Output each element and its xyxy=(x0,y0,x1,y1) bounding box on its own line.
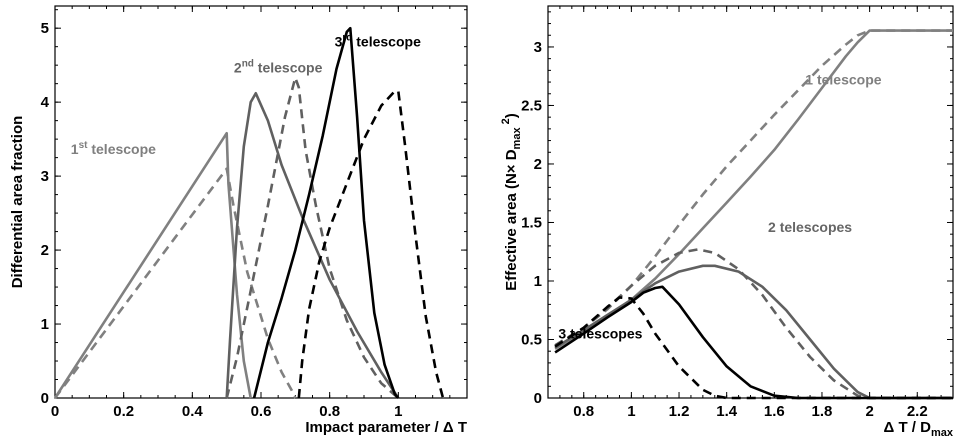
y-axis-title: Effective area (N× Dmax 2) xyxy=(500,113,523,291)
x-tick-label: 0 xyxy=(51,403,59,420)
annotation-superscript: rd xyxy=(342,33,352,44)
annotation-suffix: telescope xyxy=(87,141,156,157)
x-tick-label: 1 xyxy=(627,403,635,420)
x-tick-label: 2 xyxy=(865,403,873,420)
x-tick-label: 1 xyxy=(394,403,402,420)
series-line-5-solid xyxy=(252,26,400,399)
x-tick-label: 1.2 xyxy=(669,403,690,420)
series-annotation: 3 telescopes xyxy=(558,325,642,341)
x-tick-label: 0.2 xyxy=(113,403,134,420)
y-tick-label: 2 xyxy=(534,156,542,173)
y-tick-label: 3 xyxy=(534,39,542,56)
series-line-2-dashed xyxy=(554,29,953,347)
annotation-superscript: st xyxy=(79,140,89,151)
x-tick-label: 1.4 xyxy=(716,403,738,420)
x-tick-label: 0.8 xyxy=(573,403,594,420)
series-annotation: 1st telescope xyxy=(71,140,156,157)
annotation-number: 1 xyxy=(71,141,79,157)
annotation-superscript: nd xyxy=(242,59,254,70)
x-tick-label: 1.8 xyxy=(812,403,833,420)
annotation-suffix: telescope xyxy=(352,34,421,50)
series-annotation: 2 telescopes xyxy=(768,219,852,235)
annotation-suffix: telescope xyxy=(254,60,323,76)
y-axis-title: Differential area fraction xyxy=(9,116,26,289)
series-line-3-solid xyxy=(225,92,400,399)
y-tick-label: 1 xyxy=(41,316,49,333)
y-tick-label: 5 xyxy=(41,20,49,37)
y-tick-label: 3 xyxy=(41,168,49,185)
series-line-3-solid xyxy=(554,264,953,400)
y-tick-label: 4 xyxy=(41,94,50,111)
series-line-5-solid xyxy=(554,285,953,400)
series-line-6-dashed xyxy=(297,89,445,399)
annotation-number: 2 xyxy=(234,60,242,76)
series-annotation: 1 telescope xyxy=(805,71,881,87)
series-line-6-dashed xyxy=(554,296,953,400)
y-tick-label: 0 xyxy=(41,390,49,407)
x-tick-label: 0.6 xyxy=(251,403,272,420)
x-axis-title: Impact parameter / Δ T xyxy=(305,419,467,436)
series-line-4-dashed xyxy=(554,248,953,400)
y-tick-label: 2 xyxy=(41,242,49,259)
x-tick-label: 1.6 xyxy=(764,403,785,420)
series-line-1-solid xyxy=(53,131,252,399)
x-tick-label: 2.2 xyxy=(907,403,928,420)
y-tick-label: 2.5 xyxy=(521,97,542,114)
y-tick-label: 1 xyxy=(534,273,542,290)
x-tick-label: 0.4 xyxy=(182,403,204,420)
y-tick-label: 1.5 xyxy=(521,214,542,231)
y-tick-label: 0 xyxy=(534,390,542,407)
series-annotation: 2nd telescope xyxy=(234,59,323,76)
annotation-number: 3 xyxy=(335,34,343,50)
series-annotation: 3rd telescope xyxy=(335,33,421,50)
series-line-2-dashed xyxy=(53,167,297,399)
x-axis-title: Δ T / Dmax xyxy=(884,419,954,439)
series-line-4-dashed xyxy=(225,76,400,399)
right-chart-effective-area: 0 0.5 1 1.5 2 2.5 3 0.8 1 1.2 1.4 1.6 1.8 2 2.2 1 teles… xyxy=(500,5,954,439)
x-tick-label: 0.8 xyxy=(319,403,340,420)
y-tick-label: 0.5 xyxy=(521,331,542,348)
